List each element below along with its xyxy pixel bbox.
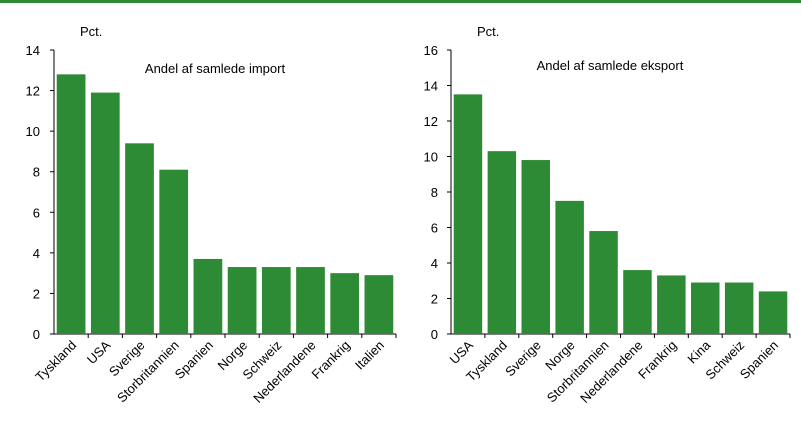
y-tick-label: 8 [431,185,438,200]
y-tick-label: 10 [424,150,438,165]
category-label: USA [447,337,477,367]
import-chart: 0 2 4 6 8 10 12 14 Pct. Andel af samlede import Ty… [26,24,397,406]
y-tick-label: 4 [431,256,438,271]
bar [193,258,223,334]
bar [623,270,652,334]
category-label: Tyskland [32,338,79,385]
bar [56,74,86,334]
y-tick-label: 0 [33,327,40,342]
bar [657,275,686,334]
y-tick-label: 8 [33,165,40,180]
category-label: Kina [684,337,714,367]
unit-label: Pct. [477,24,499,39]
bar [330,273,360,334]
bar [125,143,154,334]
category-label: USA [84,337,114,367]
bar [521,160,550,334]
bar [453,94,483,334]
bar [159,169,189,334]
category-label: Sverige [502,338,544,380]
category-label: Frankrig [308,338,352,382]
y-tick-label: 16 [424,43,438,58]
bar [227,267,257,334]
y-tick-label: 2 [431,292,438,307]
bar [364,275,394,334]
category-label: Spanien [737,338,781,382]
bar [555,200,584,334]
category-label: Frankrig [635,338,679,382]
y-tick-label: 14 [26,43,40,58]
y-tick-label: 10 [26,124,40,139]
top-rule [0,0,801,3]
bar [758,291,788,334]
y-tick-label: 14 [424,79,438,94]
unit-label: Pct. [80,24,102,39]
y-tick-label: 2 [33,286,40,301]
category-label: Spanien [172,338,216,382]
bar [296,267,325,334]
y-tick-label: 6 [431,221,438,236]
bar [589,231,618,334]
chart-title: Andel af samlede import [145,61,286,76]
y-tick-label: 12 [424,114,438,129]
chart-title: Andel af samlede eksport [537,58,684,73]
bar [487,151,517,334]
bar [691,282,720,334]
y-tick-label: 4 [33,246,40,261]
bar [724,282,754,334]
y-tick-label: 0 [431,327,438,342]
bar [90,92,120,334]
export-chart: 0 2 4 6 8 10 12 14 16 Pct. Andel af samlede ekspor… [424,24,791,406]
y-tick-label: 12 [26,84,40,99]
y-tick-label: 6 [33,205,40,220]
category-label: Italien [352,338,387,373]
bar [261,267,291,334]
